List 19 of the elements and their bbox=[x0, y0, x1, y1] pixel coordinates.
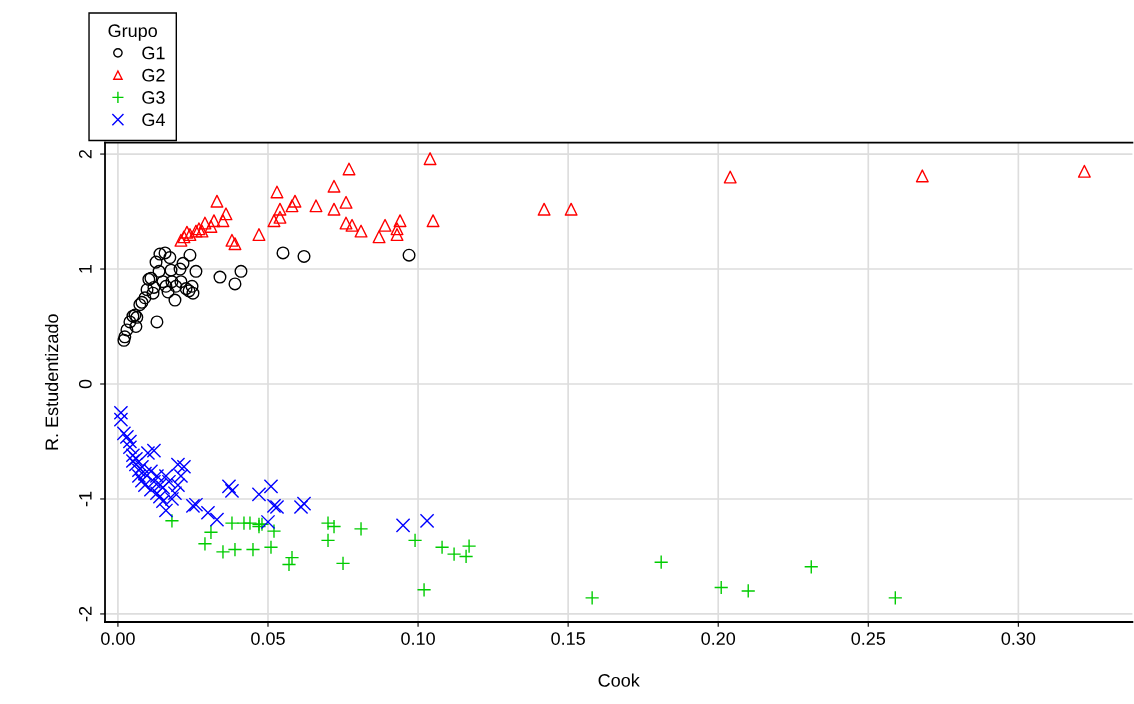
y-tick-label: 2 bbox=[78, 149, 92, 159]
y-tick-label: 0 bbox=[78, 379, 92, 389]
x-tick-label: 0.25 bbox=[851, 632, 886, 645]
x-axis-title: Cook bbox=[598, 673, 640, 687]
legend-label: G1 bbox=[142, 46, 165, 60]
x-tick-label: 0.20 bbox=[701, 632, 736, 645]
x-tick-label: 0.30 bbox=[1001, 632, 1036, 645]
x-tick-label: 0.05 bbox=[251, 632, 285, 645]
y-tick-label: -1 bbox=[79, 491, 92, 507]
legend-label: G4 bbox=[142, 113, 165, 127]
x-tick-label: 0.10 bbox=[401, 632, 435, 645]
legend-label: G3 bbox=[142, 91, 165, 104]
y-tick-label: 1 bbox=[79, 264, 92, 273]
y-tick-label: -2 bbox=[78, 606, 92, 622]
y-axis-title: R. Estudentizado bbox=[44, 314, 59, 450]
x-tick-label: 0.15 bbox=[551, 632, 585, 645]
x-tick-label: 0.00 bbox=[101, 632, 135, 645]
legend-title: Grupo bbox=[108, 24, 157, 41]
legend-label: G2 bbox=[142, 68, 165, 82]
